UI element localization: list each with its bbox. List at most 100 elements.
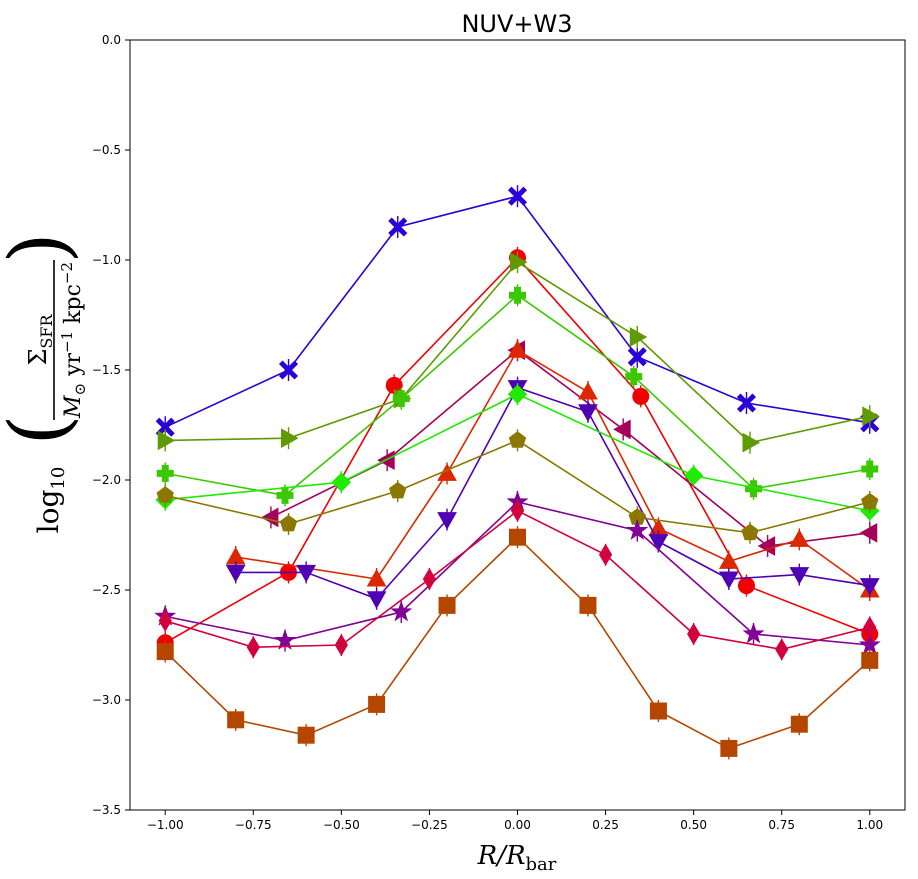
data-point — [757, 536, 776, 556]
data-point — [789, 567, 810, 585]
y-tick-label: −3.0 — [92, 693, 121, 707]
data-point — [790, 715, 808, 733]
data-point — [156, 464, 174, 482]
data-point — [390, 600, 413, 622]
data-point — [331, 472, 352, 492]
data-point — [649, 702, 667, 720]
series-crimson-thin-diamond — [158, 499, 877, 661]
data-point — [227, 711, 245, 729]
data-point — [366, 568, 387, 587]
data-point — [510, 252, 528, 273]
data-point — [648, 534, 669, 552]
data-point — [719, 571, 739, 590]
series-layer — [154, 185, 881, 760]
y-axis: 0.0 −0.5 −1.0 −1.5 −2.0 −2.5 −3.0 −3.5 — [92, 33, 130, 817]
data-point — [260, 507, 279, 528]
data-point — [368, 695, 386, 713]
series-purple-triangle-down — [225, 376, 880, 610]
series-brown-square — [156, 526, 879, 760]
data-point — [274, 629, 296, 650]
data-point — [859, 578, 880, 596]
data-point — [278, 360, 299, 380]
y-tick-label: −2.5 — [92, 583, 121, 597]
y-label-sigma: Σ — [24, 349, 52, 366]
y-label-open-paren: ( — [0, 414, 85, 445]
data-point — [437, 512, 457, 530]
data-point — [155, 417, 175, 437]
data-point — [507, 384, 528, 404]
data-point — [392, 390, 410, 408]
y-label-log-sub: 10 — [48, 467, 69, 490]
data-point-stroke — [388, 217, 408, 237]
data-point — [507, 340, 528, 358]
y-label-close-paren: ) — [0, 232, 85, 263]
y-label-unit-kpc: kpc — [61, 284, 86, 331]
data-point — [742, 622, 765, 644]
data-point — [863, 616, 877, 639]
data-point — [859, 522, 878, 543]
data-point-stroke — [278, 360, 299, 380]
data-point — [598, 543, 613, 566]
data-point — [366, 591, 387, 609]
x-tick-label: 0.25 — [592, 818, 619, 832]
data-point — [613, 419, 631, 440]
x-axis: −1.00 −0.75 −0.50 −0.25 0.00 0.25 0.50 0.75 1.00 — [147, 810, 883, 832]
x-axis-label-sub: bar — [526, 854, 557, 875]
x-tick-label: 0.75 — [768, 818, 795, 832]
data-point — [508, 431, 527, 448]
chart-title: NUV+W3 — [461, 10, 572, 38]
data-point — [507, 186, 528, 206]
data-point — [632, 387, 650, 405]
x-tick-label: 1.00 — [856, 818, 883, 832]
data-point — [297, 726, 315, 744]
data-point — [737, 577, 755, 595]
data-point — [627, 347, 647, 367]
y-label-unit-yr-sup: −1 — [58, 331, 76, 353]
data-point — [687, 623, 701, 645]
y-label-denominator: M⊙ yr−1 kpc−2 — [58, 262, 89, 419]
y-label-unit-m: M — [61, 395, 86, 419]
data-point — [510, 499, 525, 522]
data-point — [578, 381, 598, 400]
data-point — [626, 519, 649, 540]
data-point — [579, 596, 597, 614]
series-line — [235, 386, 870, 600]
y-label-unit-yr: yr — [61, 352, 86, 382]
data-point — [157, 430, 176, 451]
data-point — [389, 481, 407, 499]
data-point — [156, 486, 174, 503]
x-tick-label: 0.50 — [680, 818, 707, 832]
data-point — [741, 523, 759, 541]
data-point — [246, 636, 260, 659]
data-point — [509, 528, 526, 546]
data-point — [279, 514, 298, 532]
x-axis-label-main: R/R — [477, 841, 526, 871]
data-point-stroke — [507, 186, 528, 206]
data-point — [629, 327, 648, 347]
y-label-numerator: ΣSFR — [24, 314, 56, 366]
data-point — [158, 609, 172, 632]
data-point — [775, 638, 789, 661]
y-label-log-text: log — [32, 490, 65, 534]
data-point — [438, 596, 456, 614]
data-point-stroke — [736, 393, 757, 413]
x-tick-label: −0.25 — [411, 818, 448, 832]
y-axis-label: log10 ( ΣSFR M⊙ yr−1 kpc−2 ) — [0, 232, 89, 533]
y-tick-label: −1.0 — [92, 253, 121, 267]
data-point-stroke — [155, 417, 175, 437]
y-label-unit-m-sub: ⊙ — [71, 383, 89, 396]
x-tick-label: −0.75 — [235, 818, 272, 832]
series-green-plus — [156, 284, 879, 507]
data-point — [578, 404, 598, 422]
data-point — [422, 568, 437, 590]
data-point — [296, 564, 316, 583]
data-point-stroke — [627, 347, 647, 367]
data-point — [789, 529, 810, 547]
x-tick-label: −0.50 — [323, 818, 360, 832]
series-gold-pentagon — [156, 429, 879, 544]
y-tick-label: −2.0 — [92, 473, 121, 487]
data-point — [225, 564, 246, 583]
y-axis-label-log: log10 — [32, 467, 69, 534]
data-point — [281, 428, 299, 449]
